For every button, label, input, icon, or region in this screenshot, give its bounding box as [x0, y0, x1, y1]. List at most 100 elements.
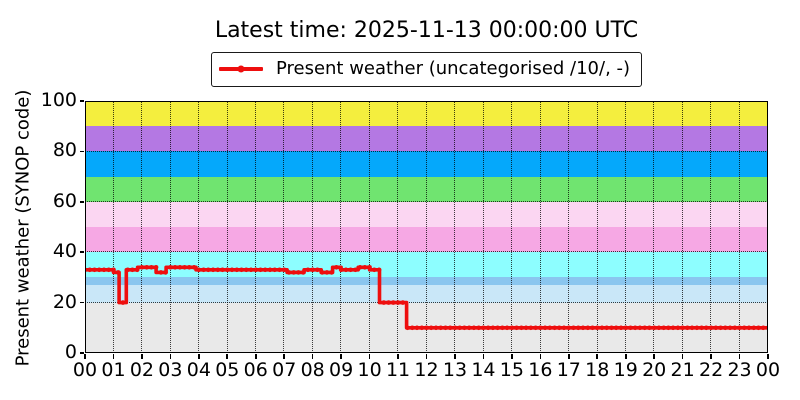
vertical-gridline	[482, 101, 484, 353]
series-marker	[381, 300, 387, 305]
series-marker	[101, 267, 107, 273]
horizontal-gridline	[85, 201, 768, 203]
x-tick-mark	[368, 354, 371, 359]
series-marker	[258, 267, 263, 273]
vertical-gridline	[454, 101, 456, 353]
x-tick-label: 09	[329, 359, 354, 381]
series-marker	[509, 325, 515, 331]
series-marker	[566, 325, 572, 331]
series-marker	[737, 325, 742, 331]
y-tick-label: 20	[52, 290, 77, 313]
x-tick-label: 04	[186, 359, 211, 381]
series-marker	[514, 325, 519, 331]
series-marker	[713, 325, 719, 331]
series-marker	[632, 325, 638, 331]
series-marker	[604, 325, 609, 331]
x-tick-mark	[767, 354, 769, 359]
series-marker	[523, 325, 529, 331]
series-marker	[305, 267, 311, 273]
x-tick-label: 20	[642, 359, 667, 381]
x-tick-label: 21	[670, 359, 695, 381]
vertical-gridline	[624, 101, 626, 353]
plot-area	[85, 101, 768, 353]
series-marker	[229, 267, 235, 273]
y-axis-title: Present weather (SYNOP code)	[12, 89, 34, 367]
series-marker	[115, 270, 121, 275]
x-tick-label: 17	[556, 359, 581, 381]
series-marker	[547, 325, 553, 331]
series-marker	[585, 325, 591, 331]
x-tick-label: 22	[698, 359, 724, 381]
vertical-gridline	[368, 101, 370, 353]
x-tick-label: 01	[101, 359, 126, 381]
series-marker	[395, 300, 401, 305]
series-marker	[296, 270, 301, 275]
series-marker	[689, 325, 695, 331]
x-tick-mark	[482, 354, 485, 359]
x-tick-mark	[169, 354, 172, 359]
vertical-gridline	[169, 101, 171, 353]
series-marker	[206, 267, 211, 273]
series-marker	[319, 270, 325, 275]
series-marker	[272, 267, 277, 273]
y-tick-mark	[79, 301, 84, 304]
series-marker	[177, 265, 183, 270]
x-tick-label: 16	[528, 359, 553, 381]
series-marker	[210, 267, 216, 273]
x-tick-mark	[454, 354, 456, 359]
series-marker	[481, 325, 486, 331]
x-tick-label: 08	[300, 359, 325, 381]
series-marker	[651, 325, 657, 331]
series-marker	[220, 267, 225, 273]
series-marker	[452, 325, 458, 331]
vertical-gridline	[226, 101, 228, 353]
vertical-gridline	[511, 101, 513, 353]
series-marker	[718, 325, 723, 331]
series-marker	[267, 267, 273, 273]
y-tick-mark	[79, 251, 84, 253]
series-marker	[343, 267, 349, 273]
series-marker	[708, 325, 714, 331]
series-marker	[428, 325, 434, 331]
series-marker	[656, 325, 662, 331]
series-marker	[329, 270, 334, 275]
vertical-gridline	[568, 101, 570, 353]
series-marker	[599, 325, 605, 331]
legend-container: Present weather (uncategorised /10/, -)	[85, 52, 768, 87]
series-marker	[466, 325, 472, 331]
series-marker	[433, 325, 439, 331]
legend-entry-label: Present weather (uncategorised /10/, -)	[275, 58, 631, 79]
vertical-gridline	[340, 101, 342, 353]
series-marker	[490, 325, 496, 331]
series-marker	[338, 267, 344, 273]
series-marker	[742, 325, 747, 331]
series-marker	[410, 325, 415, 331]
x-tick-label: 12	[414, 359, 439, 381]
y-tick-mark	[79, 100, 84, 102]
series-marker	[462, 325, 467, 331]
series-marker	[727, 325, 733, 331]
series-marker	[262, 267, 268, 273]
series-marker	[234, 267, 240, 273]
series-marker	[519, 325, 524, 331]
series-marker	[281, 267, 287, 273]
series-marker	[414, 325, 420, 331]
series-marker	[372, 267, 377, 273]
series-marker	[419, 325, 425, 331]
series-marker	[111, 267, 116, 273]
x-tick-mark	[112, 354, 115, 359]
x-tick-mark	[141, 354, 143, 359]
series-marker	[438, 325, 444, 331]
series-marker	[751, 325, 757, 331]
horizontal-gridline	[85, 301, 768, 303]
series-marker	[357, 265, 363, 270]
x-tick-label: 19	[613, 359, 638, 381]
series-marker	[642, 325, 647, 331]
series-marker	[315, 267, 320, 273]
x-tick-label: 02	[129, 359, 154, 381]
y-tick-mark	[79, 150, 84, 153]
x-tick-mark	[198, 354, 200, 359]
series-marker	[528, 325, 534, 331]
x-tick-label: 18	[585, 359, 610, 381]
series-marker	[542, 325, 548, 331]
